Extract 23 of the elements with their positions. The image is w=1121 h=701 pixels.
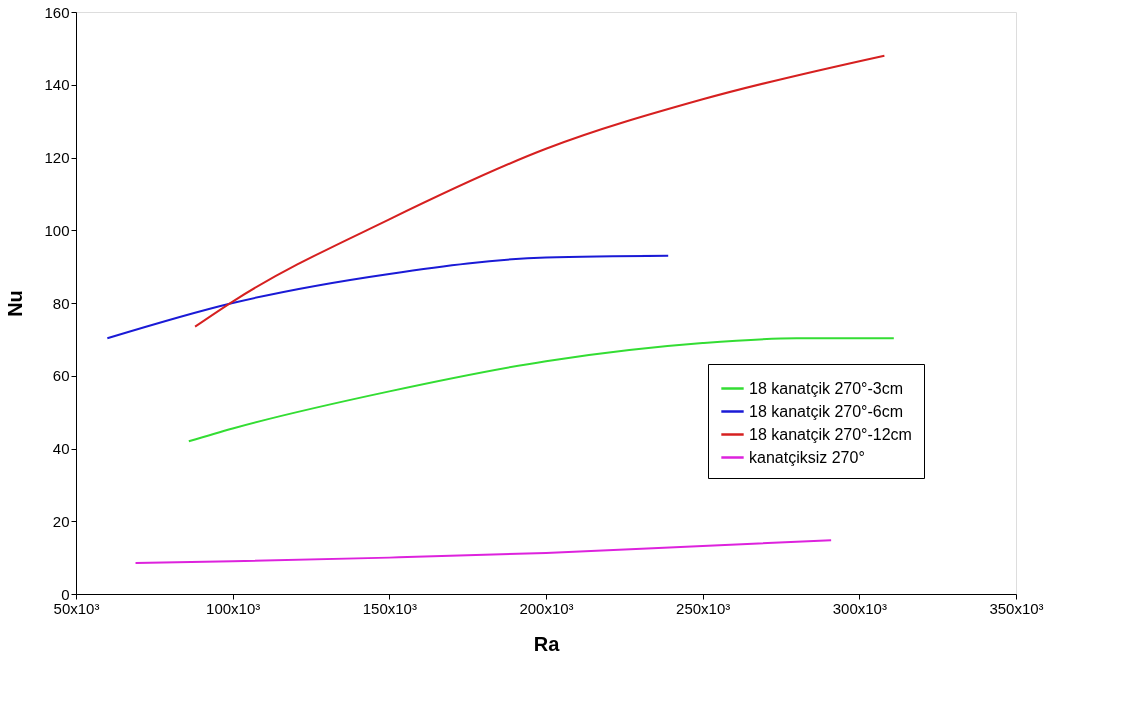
y-tick-label: 40 (52, 440, 70, 457)
x-axis-title: Ra (533, 632, 561, 655)
x-tick-label: 200x10³ (519, 599, 574, 617)
y-tick-label: 100 (44, 221, 70, 239)
x-tick-label: 100x10³ (206, 599, 261, 617)
y-tick-label: 60 (52, 367, 70, 385)
line-series (106, 254, 670, 340)
y-tick-label: 140 (44, 76, 70, 94)
y-tick-label: 20 (52, 512, 70, 530)
x-tick-label: 150x10³ (362, 599, 417, 617)
legend-label: 18 kanatçik 270°-6cm (749, 402, 904, 420)
y-axis-title: Nu (4, 290, 27, 317)
x-tick-label: 250x10³ (676, 599, 731, 617)
line-series (134, 539, 833, 565)
legend-label: 18 kanatçik 270°-12cm (749, 425, 912, 443)
x-tick-label: 300x10³ (832, 599, 887, 617)
legend-label: 18 kanatçik 270°-3cm (749, 379, 904, 397)
line-series (194, 54, 886, 328)
y-tick-label: 120 (44, 149, 70, 166)
y-tick-label: 80 (52, 294, 70, 312)
legend-label: kanatçiksiz 270° (749, 448, 865, 466)
y-tick-label: 160 (44, 3, 70, 21)
x-tick-label: 350x10³ (989, 599, 1044, 617)
